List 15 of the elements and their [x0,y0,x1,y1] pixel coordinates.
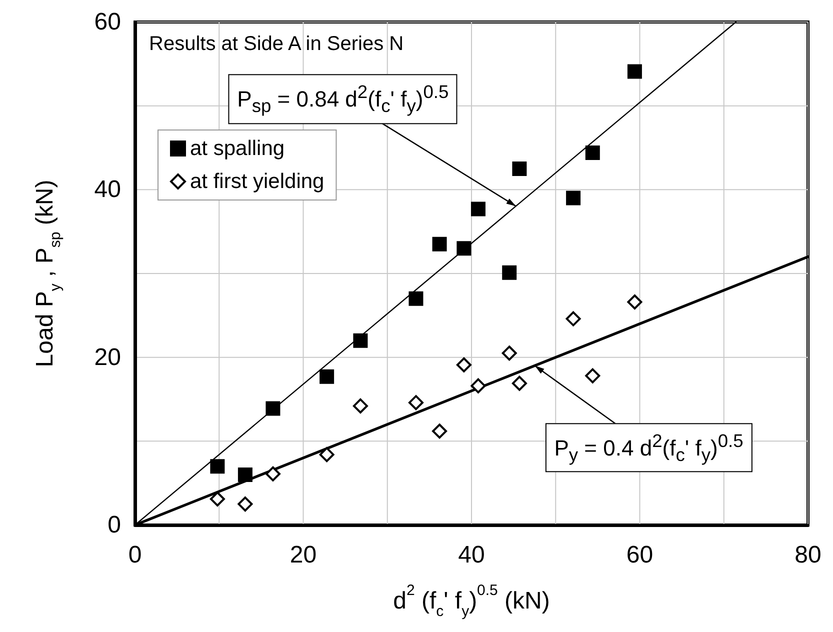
x-tick-label: 60 [626,542,654,568]
x-tick-label: 0 [128,542,142,568]
legend-label: at first yielding [190,170,324,193]
annotation: Results at Side A in Series N [149,33,404,55]
y-tick-label: 60 [94,8,121,36]
y-tick-label: 20 [94,344,121,371]
text: P$_{sp}$ = 0.84 d$^{2}$(f$_{c}$' f$_{y}$)$^{0.5}$ [237,81,449,116]
y-tick-label: 0 [108,512,121,538]
text: P$_{y}$ = 0.4 d$^{2}$(f$_{c}$' f$_{y}$)$^{0.5}$ [554,430,744,464]
legend-label: at spalling [190,137,285,160]
x-tick-label: 40 [458,542,485,568]
y-axis-title: Load Py , Psp (kN) [32,180,64,368]
y-tick-label: 40 [94,176,121,204]
x-tick-label: 20 [290,542,317,568]
x-tick-label: 80 [794,542,822,568]
